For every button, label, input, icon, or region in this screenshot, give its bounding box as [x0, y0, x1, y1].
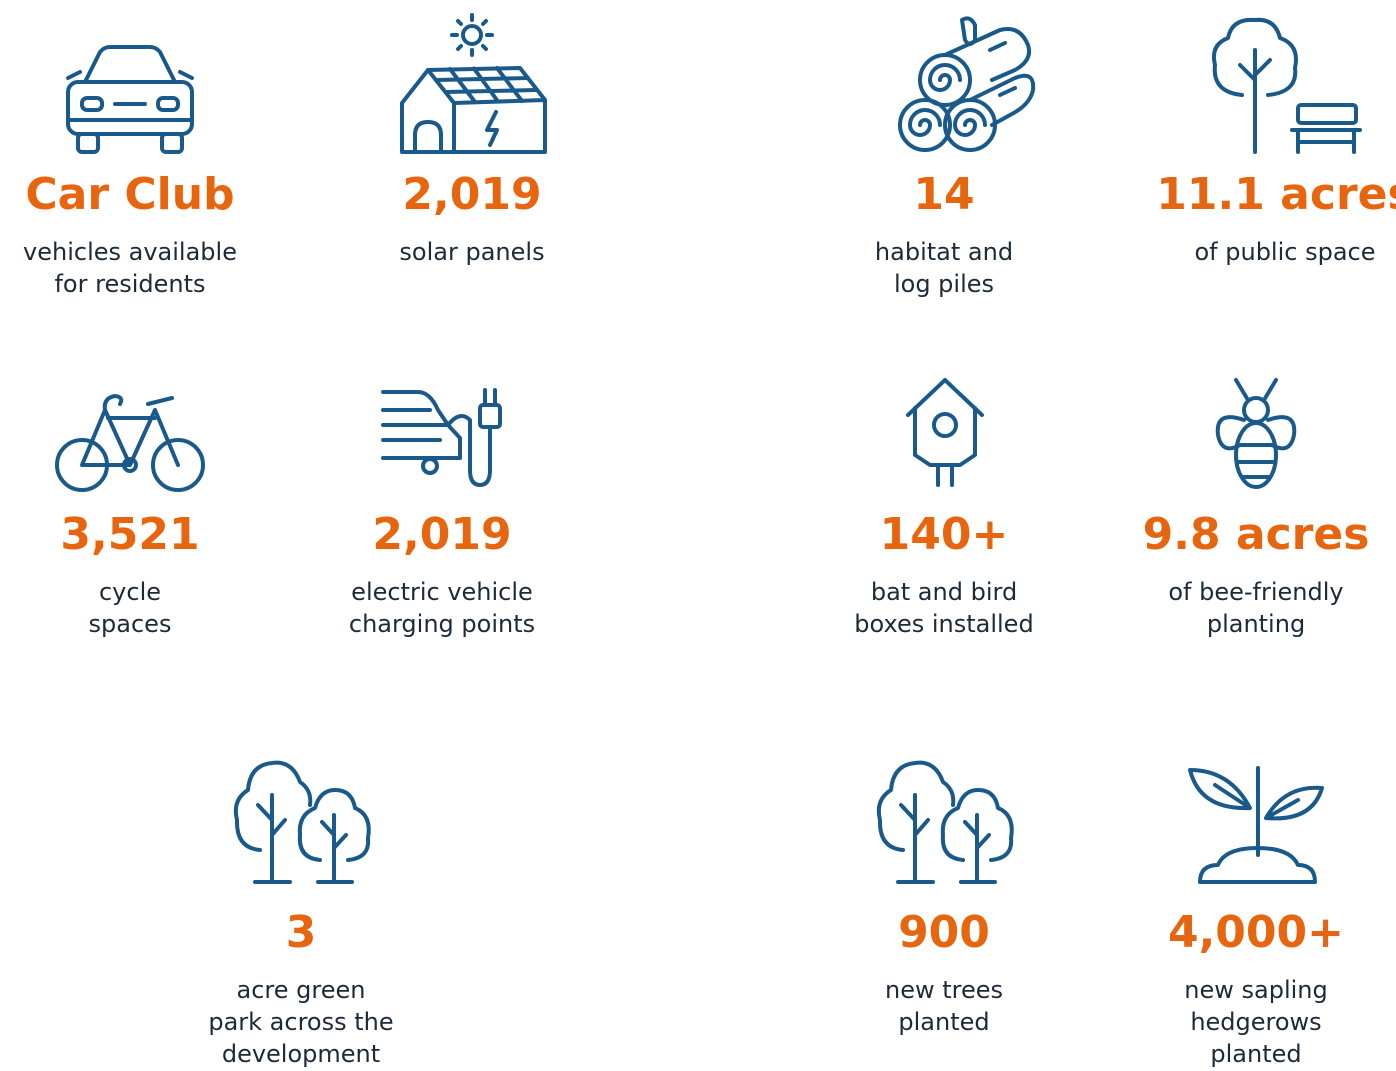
bicycle-icon — [55, 394, 205, 492]
stat-value: 140+ — [880, 509, 1009, 560]
stat-value: 3,521 — [60, 509, 199, 560]
stat-caption: of public space — [1194, 238, 1375, 266]
stat-caption: solar panels — [399, 238, 544, 266]
stat-caption: bat and bird — [871, 578, 1017, 606]
stat-value: 9.8 acres — [1143, 509, 1370, 560]
logs-icon — [898, 16, 1036, 152]
stat-caption: spaces — [89, 610, 172, 638]
stat-value: 4,000+ — [1168, 907, 1344, 958]
stat-caption: boxes installed — [854, 610, 1033, 638]
stat-value: 14 — [913, 169, 974, 220]
stat-value: 2,019 — [402, 169, 541, 220]
stat-caption: charging points — [349, 610, 535, 638]
solar-house-icon — [400, 13, 547, 154]
stat-caption: new sapling — [1184, 976, 1327, 1004]
stat-caption: for residents — [54, 270, 205, 298]
stat-caption: vehicles available — [23, 238, 237, 266]
stat-caption: electric vehicle — [351, 578, 533, 606]
stat-caption: planting — [1207, 610, 1305, 638]
stat-caption: cycle — [99, 578, 161, 606]
stat-caption: hedgerows — [1190, 1008, 1321, 1036]
car-icon — [66, 45, 194, 154]
sapling-icon — [1188, 766, 1324, 884]
stat-value: 900 — [898, 907, 990, 958]
stat-caption: planted — [1210, 1040, 1301, 1068]
stat-caption: of bee-friendly — [1168, 578, 1343, 606]
trees-icon — [233, 760, 371, 884]
stat-value: 11.1 acres — [1156, 169, 1396, 220]
stat-value: Car Club — [25, 169, 234, 220]
tree-bench-icon — [1211, 17, 1362, 154]
stat-value: 2,019 — [372, 509, 511, 560]
birdhouse-icon — [906, 378, 984, 487]
stat-value: 3 — [286, 907, 317, 958]
stat-caption: park across the — [208, 1008, 393, 1036]
stat-caption: habitat and — [875, 238, 1013, 266]
stat-caption: log piles — [894, 270, 994, 298]
stat-caption: development — [222, 1040, 380, 1068]
trees-icon — [876, 760, 1014, 884]
ev-charging-icon — [381, 388, 502, 487]
stat-caption: planted — [898, 1008, 989, 1036]
stat-caption: new trees — [885, 976, 1003, 1004]
stat-caption: acre green — [237, 976, 366, 1004]
bee-icon — [1215, 378, 1297, 489]
